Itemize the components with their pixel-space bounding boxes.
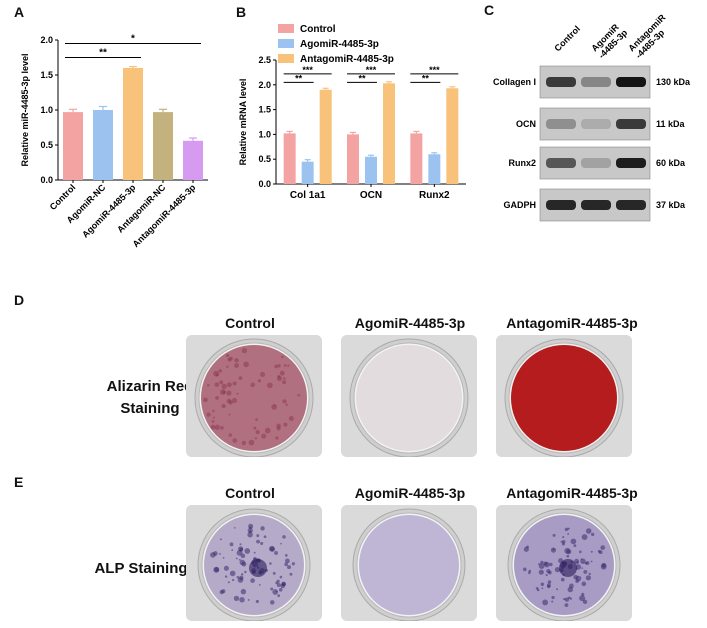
- chart-b-legend-swatch: [278, 54, 294, 63]
- chart-a-ylabel: Relative miR-4485-3p level: [20, 53, 30, 166]
- col-header-control-e: Control: [225, 485, 275, 501]
- wb-band: [616, 119, 646, 129]
- wb-band: [616, 200, 646, 210]
- chart-b-ytick-label: 2.0: [258, 80, 271, 90]
- row-label-alp: ALP Staining: [94, 560, 188, 577]
- chart-b-bar: [365, 156, 377, 184]
- chart-a-ytick-label: 1.5: [40, 70, 53, 80]
- chart-a-sig-label: *: [131, 34, 135, 45]
- well-alizarin-antagomir: [496, 335, 632, 457]
- chart-b-sig-label: **: [422, 73, 430, 83]
- chart-b-sig-label: ***: [429, 65, 440, 75]
- chart-b-ytick-label: 2.5: [258, 55, 271, 65]
- wb-band: [581, 77, 611, 87]
- col-header-control-d: Control: [225, 315, 275, 331]
- wb-size-label: 11 kDa: [656, 119, 686, 129]
- wb-column-label: AntagomiR-4485-3p: [626, 12, 674, 60]
- chart-b-sig-label: **: [295, 73, 303, 83]
- chart-b-bar: [428, 154, 441, 184]
- western-blot-panel: Control AgomiR-4485-3p AntagomiR-4485-3p Co…: [480, 0, 707, 240]
- chart-a-bar: [123, 68, 143, 180]
- panel-label-a: A: [14, 4, 25, 20]
- chart-b-bar: [383, 83, 395, 184]
- wb-size-label: 60 kDa: [656, 158, 686, 168]
- well-stain: [511, 345, 617, 451]
- panel-label-d: D: [14, 292, 25, 308]
- chart-b: Relative mRNA level 0.0 0.5 1.0 1.5 2.0 2.5 Con…: [238, 24, 466, 201]
- chart-b-ytick-label: 1.0: [258, 129, 271, 139]
- chart-a-ytick-label: 0.5: [40, 140, 53, 150]
- chart-b-sig-label: **: [358, 73, 366, 83]
- well-alp-control: [186, 505, 322, 621]
- chart-b-bar: [410, 133, 423, 184]
- chart-b-ytick-label: 1.5: [258, 105, 271, 115]
- chart-b-bar: [319, 89, 332, 184]
- chart-a-bar: [153, 112, 173, 180]
- wb-band: [581, 119, 611, 129]
- row-label-alizarin: Alizarin Red Staining: [90, 376, 210, 420]
- wb-band: [546, 200, 576, 210]
- chart-a-ytick-label: 1.0: [40, 105, 53, 115]
- chart-b-xtick-label: Runx2: [419, 190, 450, 201]
- wb-band: [616, 77, 646, 87]
- wb-band: [581, 200, 611, 210]
- chart-b-bar: [446, 88, 459, 184]
- chart-b-xtick-label: Col 1a1: [290, 190, 326, 201]
- well-alp-agomir: [341, 505, 477, 621]
- well-alp-antagomir: [496, 505, 632, 621]
- chart-a-xtick-label: Control: [48, 182, 78, 212]
- wb-size-label: 130 kDa: [656, 77, 691, 87]
- wb-protein-label: Runx2: [508, 158, 536, 168]
- wb-band: [581, 158, 611, 168]
- col-header-antagomir-e: AntagomiR-4485-3p: [506, 485, 638, 501]
- chart-b-xtick-label: OCN: [360, 190, 382, 201]
- col-header-antagomir-d: AntagomiR-4485-3p: [506, 315, 638, 331]
- chart-b-ytick-label: 0.0: [258, 179, 271, 189]
- chart-a-ytick-label: 0.0: [40, 175, 53, 185]
- row-label-alizarin-line1: Alizarin Red: [106, 378, 194, 395]
- chart-b-bar: [301, 161, 314, 184]
- panel-label-c: C: [484, 2, 495, 18]
- wb-column-label: AgomiR-4485-3p: [589, 20, 629, 60]
- chart-b-sig-label: ***: [366, 65, 377, 75]
- well-stain: [356, 345, 462, 451]
- well-alizarin-agomir: [341, 335, 477, 457]
- chart-a-ytick-label: 2.0: [40, 35, 53, 45]
- chart-a-xtick-label: AgomiR-4485-3p: [80, 182, 138, 240]
- well-stain: [359, 515, 459, 615]
- well-alizarin-control: [186, 335, 322, 457]
- wb-band: [546, 158, 576, 168]
- wb-protein-label: GADPH: [503, 200, 536, 210]
- chart-b-ytick-label: 0.5: [258, 154, 271, 164]
- chart-b-legend-label: AgomiR-4485-3p: [300, 39, 379, 50]
- chart-b-legend-swatch: [278, 24, 294, 33]
- chart-a-bar: [93, 110, 113, 180]
- chart-a-sig-label: **: [99, 48, 107, 59]
- wb-band: [546, 77, 576, 87]
- col-header-agomir-e: AgomiR-4485-3p: [354, 485, 466, 501]
- chart-b-legend-label: AntagomiR-4485-3p: [300, 54, 394, 65]
- panel-label-e: E: [14, 474, 24, 490]
- chart-b-bar: [347, 134, 359, 184]
- panel-label-b: B: [236, 4, 247, 20]
- chart-b-legend-label: Control: [300, 24, 336, 35]
- wb-protein-label: OCN: [516, 119, 536, 129]
- row-label-alizarin-line2: Staining: [120, 400, 180, 417]
- chart-b-bar: [283, 133, 296, 184]
- chart-a: Relative miR-4485-3p level 0.0 0.5 1.0 1.5 2.…: [20, 34, 208, 249]
- chart-a-bar: [63, 112, 83, 180]
- chart-a-bar: [183, 140, 203, 180]
- wb-band: [616, 158, 646, 168]
- col-header-agomir-d: AgomiR-4485-3p: [354, 315, 466, 331]
- wb-protein-label: Collagen I: [493, 77, 536, 87]
- wb-band: [546, 119, 576, 129]
- wb-column-label: Control: [552, 24, 582, 54]
- wb-size-label: 37 kDa: [656, 200, 686, 210]
- chart-b-legend-swatch: [278, 39, 294, 48]
- chart-b-ylabel: Relative mRNA level: [238, 79, 248, 166]
- chart-b-sig-label: ***: [302, 65, 313, 75]
